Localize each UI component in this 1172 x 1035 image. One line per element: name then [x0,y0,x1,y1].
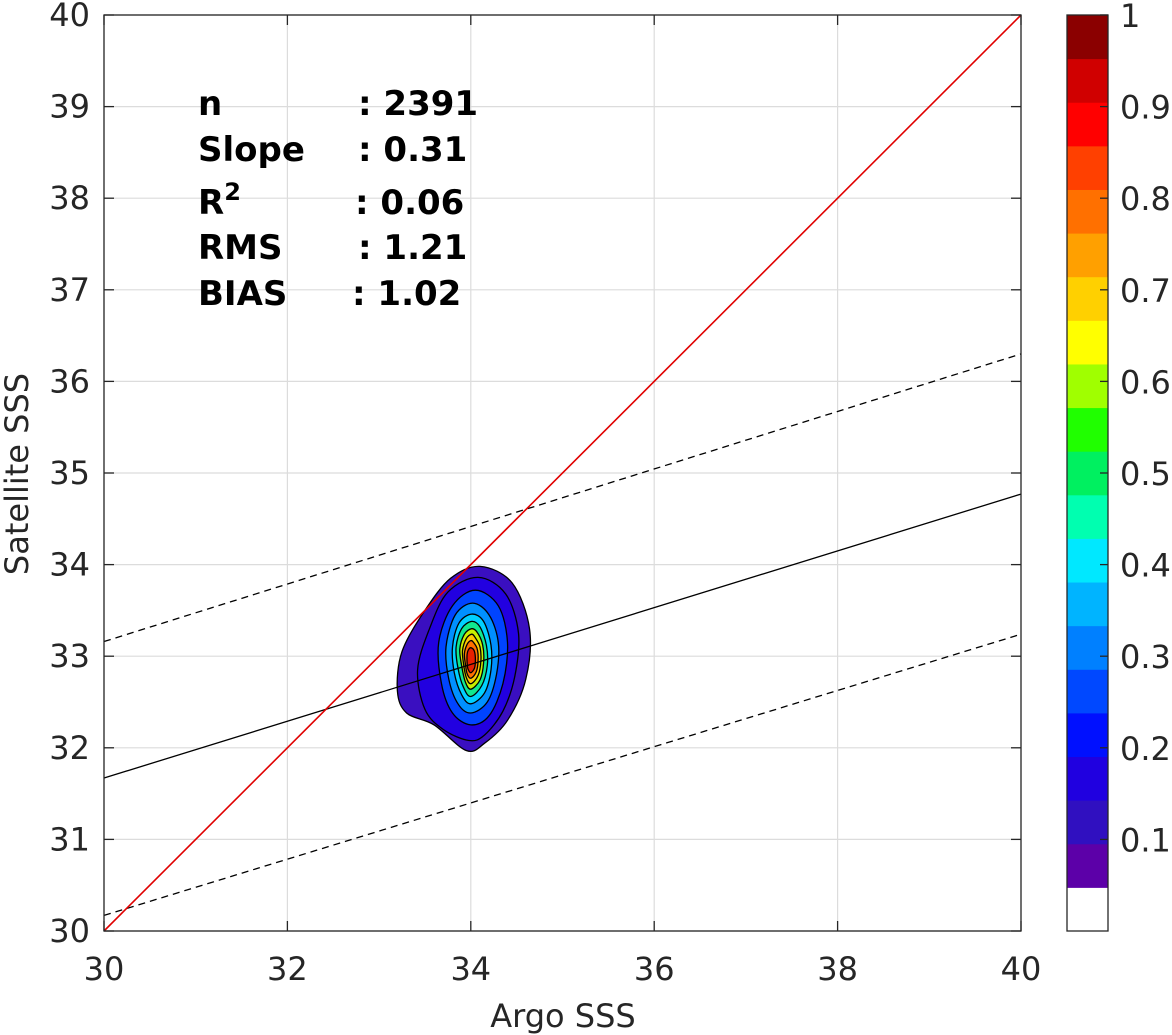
stat-value: : 0.06 [355,183,464,223]
colorbar-segment [1067,843,1108,888]
colorbar-tick-label: 1 [1120,0,1140,35]
colorbar-tick-label: 0.4 [1120,547,1171,585]
y-tick-label: 36 [49,362,90,400]
x-tick-label: 32 [267,950,308,988]
colorbar-segment [1067,102,1108,147]
one-to-one-line [103,14,1022,932]
colorbar-tick-label: 0.1 [1120,821,1171,859]
stat-value: : 1.21 [358,228,467,268]
y-tick-label: 34 [49,546,90,584]
colorbar-segment [1067,625,1108,670]
y-tick-label: 31 [49,820,90,858]
colorbar-segment [1067,15,1108,60]
x-tick-label: 34 [450,950,491,988]
colorbar-segment [1067,320,1108,365]
y-tick-label: 30 [49,912,90,950]
colorbar-segment [1067,189,1108,234]
y-axis-label: Satellite SSS [0,373,36,575]
colorbar-segment [1067,145,1108,190]
density-contours [396,565,532,753]
colorbar-tick-label: 0.8 [1120,180,1171,218]
colorbar-tick-label: 0.7 [1120,272,1171,310]
colorbar-tick-label: 0.5 [1120,455,1171,493]
regression-line [103,493,1022,779]
colorbar: 0.1 0.2 0.3 0.4 0.5 0.6 0.7 0.8 0.9 1 [1066,0,1171,932]
stat-label: BIAS [198,274,287,314]
y-tick-label: 35 [49,454,90,492]
lower-bound-line [103,633,1022,917]
x-tick-label: 40 [1001,950,1042,988]
axes: 30 32 34 36 38 40 30 31 32 33 34 35 36 37 38 39 40 [49,0,1041,988]
colorbar-tick-label: 0.9 [1120,89,1171,127]
stat-value: : 0.31 [358,130,467,170]
y-tick-label: 33 [49,637,90,675]
y-tick-label: 32 [49,729,90,767]
contour-level-0.9 [466,647,477,674]
colorbar-segment [1067,276,1108,321]
colorbar-segment [1067,887,1108,932]
colorbar-segment [1067,800,1108,845]
upper-bound-line [103,353,1022,643]
colorbar-segment [1067,756,1108,801]
x-tick-label: 38 [817,950,858,988]
colorbar-segment [1067,363,1108,409]
colorbar-segment [1067,58,1108,103]
y-tick-label: 37 [49,271,90,309]
colorbar-tick-label: 0.3 [1120,638,1171,676]
colorbar-segment [1067,669,1108,714]
stat-label: Slope [198,130,305,170]
y-tick-label: 40 [49,0,90,34]
colorbar-segment [1067,712,1108,758]
x-tick-label: 30 [84,950,125,988]
stat-value: : 2391 [358,84,478,124]
stat-label: n [198,84,222,124]
y-tick-label: 38 [49,179,90,217]
x-tick-label: 36 [634,950,675,988]
stat-label: RMS [198,228,283,268]
colorbar-segment [1067,494,1108,539]
x-axis-label: Argo SSS [490,997,635,1035]
colorbar-segment [1067,233,1108,278]
stat-label-superscript: 2 [224,178,241,206]
colorbar-segment [1067,407,1108,452]
colorbar-tick-label: 0.2 [1120,730,1171,768]
colorbar-segment [1067,582,1108,627]
fit-lines [103,14,1022,932]
y-tick-label: 39 [49,88,90,126]
colorbar-segment [1067,538,1108,583]
stat-value: : 1.02 [352,274,461,314]
colorbar-tick-label: 0.6 [1120,363,1171,401]
